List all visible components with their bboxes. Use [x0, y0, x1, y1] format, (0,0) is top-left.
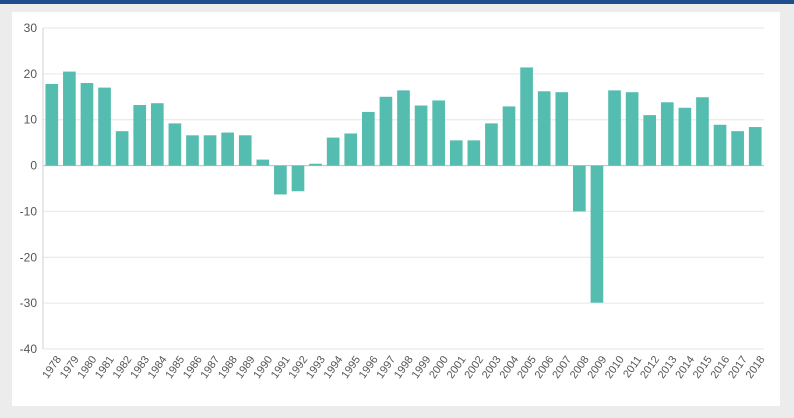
y-tick-label: 20 — [24, 67, 38, 81]
bar-2006 — [537, 91, 551, 166]
y-axis: -40 -30 -20 -10 0 10 20 30 — [20, 21, 44, 356]
bar-1995 — [344, 133, 358, 166]
grid-lines — [43, 27, 764, 350]
bar-1992 — [291, 165, 305, 192]
y-tick-label: -20 — [20, 250, 38, 264]
bar-1994 — [326, 137, 340, 166]
bar-2012 — [643, 115, 657, 166]
y-tick-label: -40 — [20, 342, 38, 356]
bar-2016 — [713, 124, 727, 166]
chart-card — [12, 12, 780, 406]
bar-1991 — [274, 165, 287, 195]
bar-1988 — [221, 132, 234, 166]
bar-1979 — [63, 71, 76, 166]
bar-2017 — [731, 131, 744, 166]
bar-2014 — [678, 107, 692, 166]
bar-1980 — [80, 83, 94, 166]
bar-1987 — [203, 135, 217, 166]
bar-2018 — [748, 127, 762, 166]
bar-2001 — [449, 140, 463, 166]
bar-2004 — [502, 106, 516, 166]
bar-2002 — [467, 140, 481, 166]
bar-2003 — [485, 123, 498, 166]
bar-1983 — [133, 105, 147, 166]
y-tick-label: -30 — [20, 296, 38, 310]
bar-1990 — [256, 159, 270, 166]
y-tick-label: 30 — [24, 21, 38, 35]
bar-1993 — [309, 163, 322, 166]
bar-1999 — [414, 105, 428, 166]
bar-1985 — [168, 123, 182, 166]
bar-1978 — [45, 83, 59, 166]
y-tick-label: -10 — [20, 204, 38, 218]
bar-1989 — [238, 135, 252, 166]
bar-1996 — [361, 111, 375, 166]
y-tick-label: 10 — [24, 113, 38, 127]
x-axis: 1978197919801981198219831984198519861987… — [40, 354, 767, 381]
bar-2011 — [625, 92, 639, 166]
top-accent-bar — [0, 0, 794, 4]
bar-2005 — [520, 67, 533, 166]
x-tick-label: 2018 — [744, 354, 768, 381]
bar-1984 — [150, 103, 164, 166]
y-tick-label: 0 — [30, 159, 37, 173]
bar-2010 — [608, 90, 621, 166]
bars — [45, 67, 762, 303]
bar-1998 — [397, 90, 410, 166]
bar-1997 — [379, 96, 393, 166]
bar-1981 — [98, 87, 111, 166]
bar-2008 — [573, 165, 586, 212]
x-tick-label: 2010 — [603, 354, 627, 381]
bar-2013 — [660, 102, 674, 166]
bar-1982 — [115, 131, 129, 166]
bar-2015 — [696, 97, 709, 166]
bar-1986 — [186, 135, 199, 166]
bar-2007 — [555, 92, 569, 166]
bar-2009 — [590, 165, 604, 303]
bar-2000 — [432, 100, 446, 166]
